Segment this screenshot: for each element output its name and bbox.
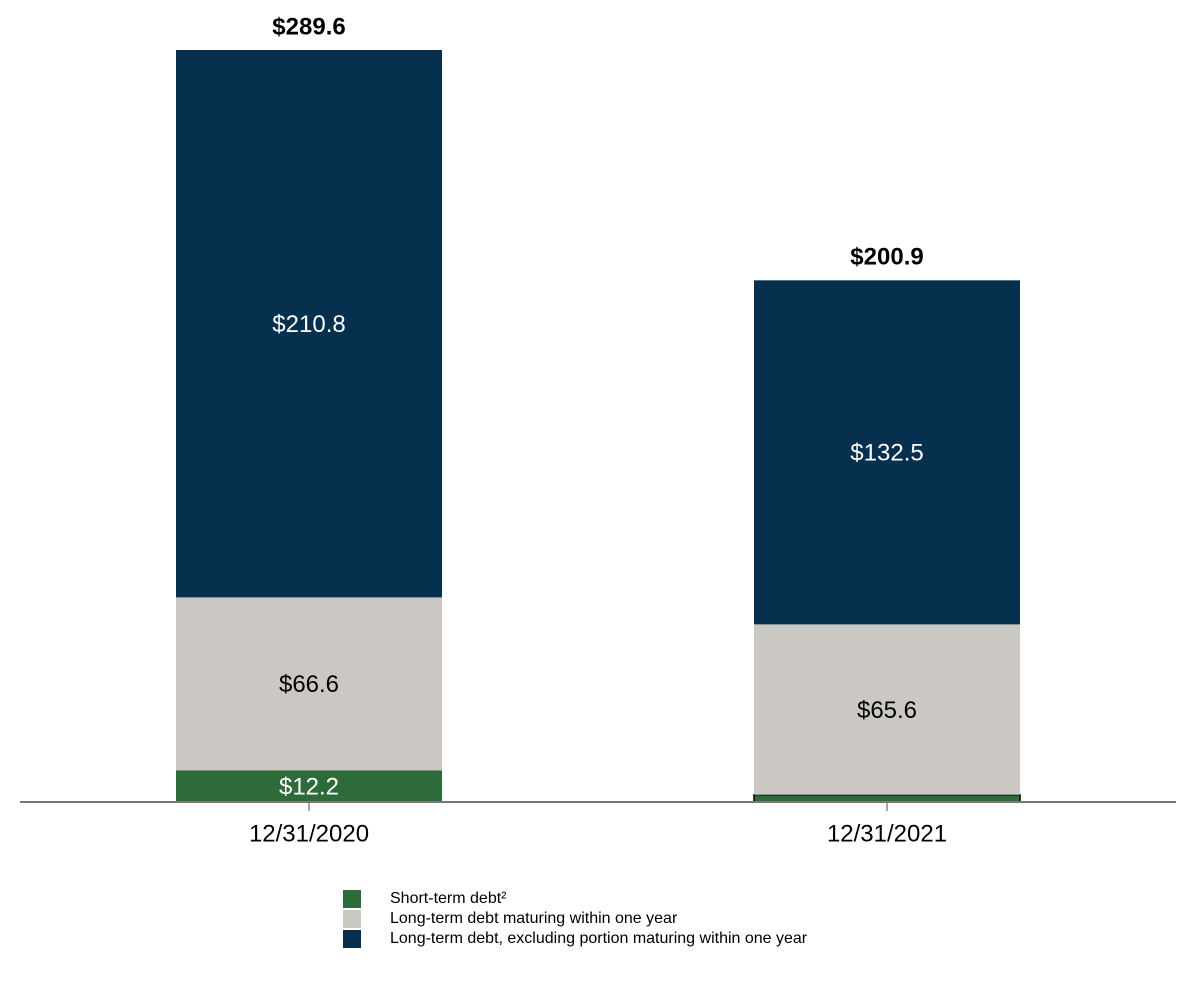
data-label: $132.5 [850,440,923,467]
data-label: $210.8 [272,311,345,338]
data-label: $12.2 [279,774,339,801]
bar-segment [176,770,442,802]
total-label: $289.6 [272,13,345,40]
legend-swatch [343,910,361,928]
bar-segment [753,793,1021,803]
legend-swatch [343,930,361,948]
data-label: $66.6 [279,671,339,698]
total-label: $200.9 [850,244,923,271]
bar-segment [176,597,442,771]
legend-swatch [343,890,361,908]
x-tick-label: 12/31/2021 [827,820,947,847]
data-label: $65.6 [857,697,917,724]
bar-segment [176,50,442,598]
bar-segment [754,624,1020,795]
legend-label: Long-term debt maturing within one year [390,910,678,927]
legend-label: Long-term debt, excluding portion maturi… [390,930,808,947]
bar-segment [754,280,1020,625]
x-tick-label: 12/31/2020 [249,820,369,847]
legend-label: Short-term debt² [390,890,507,907]
